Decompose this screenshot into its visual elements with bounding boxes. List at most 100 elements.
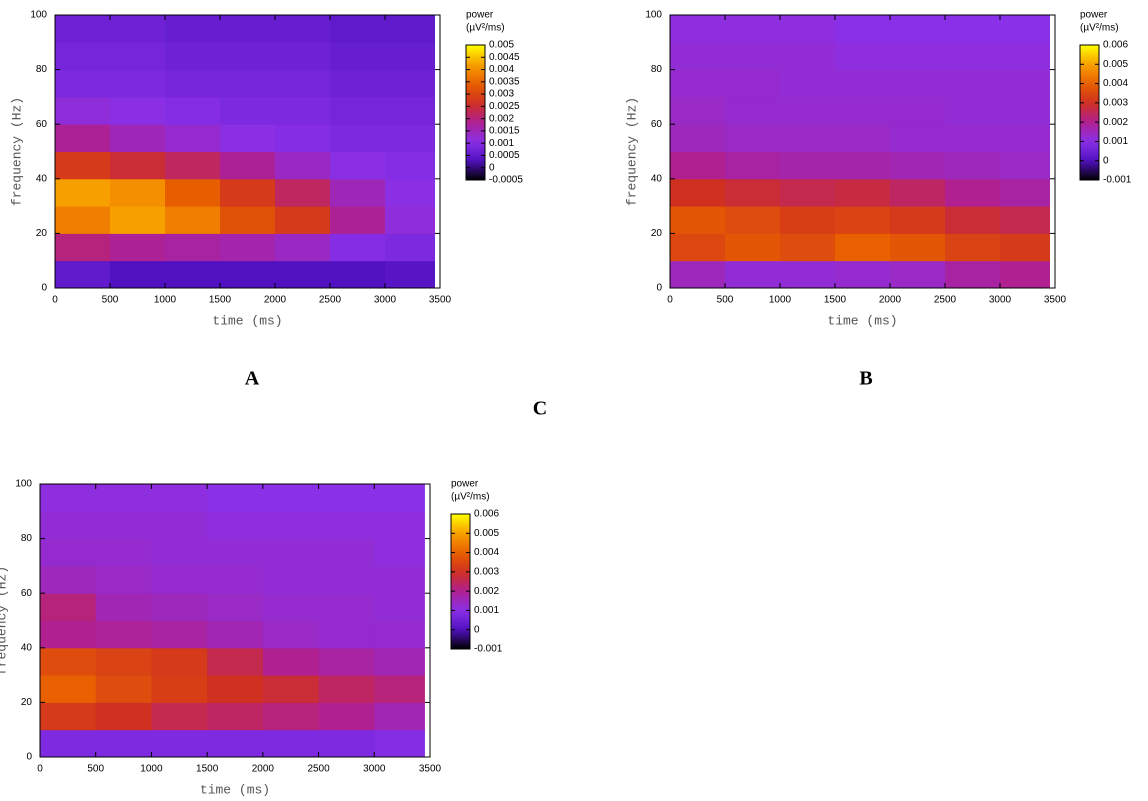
heatmap-cell [1000, 42, 1050, 71]
heatmap-cell [330, 96, 386, 125]
heatmap-cell [318, 484, 375, 512]
panel-label: B [859, 368, 872, 390]
heatmap-cell [890, 42, 946, 71]
heatmap-cell [725, 206, 781, 234]
heatmap-cell [207, 729, 264, 758]
x-tick-label: 0 [37, 764, 43, 775]
heatmap-cell [725, 96, 781, 125]
heatmap-cell [374, 647, 425, 676]
heatmap-cell [318, 511, 375, 540]
heatmap-cell [220, 124, 276, 152]
x-tick-label: 500 [717, 295, 734, 306]
heatmap-cell [330, 15, 386, 43]
colorbar-tick-label: 0 [1103, 155, 1109, 166]
colorbar-tick-label: 0.001 [1103, 136, 1128, 147]
colorbar-tick-label: 0.003 [474, 566, 499, 577]
heatmap-cell [220, 260, 276, 289]
heatmap-cell [1000, 96, 1050, 125]
colorbar-tick-label: 0.001 [489, 138, 514, 149]
heatmap-cell [835, 233, 891, 262]
heatmap-cell [262, 511, 320, 540]
colorbar-tick-label: 0.0005 [489, 150, 520, 161]
colorbar-tick-label: 0.003 [489, 89, 514, 100]
y-tick-label: 60 [36, 119, 48, 130]
heatmap-cell [1000, 69, 1050, 98]
heatmap-cell [1000, 15, 1050, 43]
heatmap-cell [151, 647, 208, 676]
heatmap-cell [110, 69, 166, 98]
heatmap-cell [110, 178, 166, 207]
heatmap-cell [151, 538, 208, 567]
heatmap-cell [670, 178, 726, 207]
heatmap-cell [318, 702, 375, 731]
heatmap-cell [207, 675, 264, 703]
heatmap-cell [374, 729, 425, 758]
heatmap-cell [670, 260, 726, 289]
heatmap-cell [220, 15, 276, 43]
heatmap-cell [151, 702, 208, 731]
colorbar-tick-label: -0.001 [1103, 175, 1132, 186]
heatmap-cell [110, 124, 166, 152]
y-tick-label: 60 [21, 588, 33, 599]
panel: 0 500 1000 1500 2000 2500 3000 3500020406080100… [624, 10, 1131, 390]
heatmap-cell [110, 96, 166, 125]
heatmap-cell [262, 565, 320, 594]
heatmap-cell [385, 233, 435, 262]
colorbar-title: power [466, 10, 494, 21]
heatmap-cell [95, 702, 152, 731]
heatmap-cell [262, 484, 320, 512]
plot-frame [39, 483, 431, 758]
heatmap-cell [55, 178, 111, 207]
heatmap-cell [780, 96, 836, 125]
heatmap-cell [275, 124, 331, 152]
heatmap-cell [151, 620, 208, 649]
x-tick-label: 0 [52, 295, 58, 306]
heatmap-cell [670, 206, 726, 234]
heatmap-cell [318, 675, 375, 703]
heatmap-cell [207, 593, 264, 621]
x-tick-label: 1000 [769, 295, 792, 306]
heatmap-cell [890, 69, 946, 98]
heatmap-cell [40, 565, 97, 594]
colorbar [465, 44, 486, 181]
heatmap-cell [151, 729, 208, 758]
y-axis-label: frequency (Hz) [9, 97, 24, 206]
heatmap-cell [165, 260, 221, 289]
colorbar-tick-label: 0.001 [474, 605, 499, 616]
heatmap-cell [780, 15, 836, 43]
heatmap-cell [670, 42, 726, 71]
heatmap-cell [40, 511, 97, 540]
heatmap-cell [95, 511, 152, 540]
heatmap-cell [165, 124, 221, 152]
heatmap-cell [262, 702, 320, 731]
heatmap-cell [374, 565, 425, 594]
heatmap-cell [262, 538, 320, 567]
heatmap-cell [40, 647, 97, 676]
heatmap-cell [275, 260, 331, 289]
heatmap-cell [151, 675, 208, 703]
x-tick-label: 1500 [824, 295, 847, 306]
heatmap-cell [55, 260, 111, 289]
heatmap-cell [220, 178, 276, 207]
heatmap-cell [385, 124, 435, 152]
heatmap-cell [220, 233, 276, 262]
x-tick-label: 2500 [319, 295, 342, 306]
heatmap-cell [330, 124, 386, 152]
heatmap-cell [330, 233, 386, 262]
y-axis-label: frequency (Hz) [0, 566, 9, 675]
heatmap-cell [670, 96, 726, 125]
heatmap-cell [835, 178, 891, 207]
heatmap-cell [110, 42, 166, 71]
heatmap-cell [890, 178, 946, 207]
x-tick-label: 2500 [307, 764, 330, 775]
heatmap-cell [835, 69, 891, 98]
colorbar-tick-label: 0.0015 [489, 126, 520, 137]
heatmap-cell [262, 647, 320, 676]
colorbar-tick-label: 0 [474, 624, 480, 635]
heatmap-cell [318, 593, 375, 621]
heatmap-cell [725, 42, 781, 71]
heatmap-cell [220, 151, 276, 180]
heatmap-cell [945, 178, 1001, 207]
heatmap-cell [165, 96, 221, 125]
